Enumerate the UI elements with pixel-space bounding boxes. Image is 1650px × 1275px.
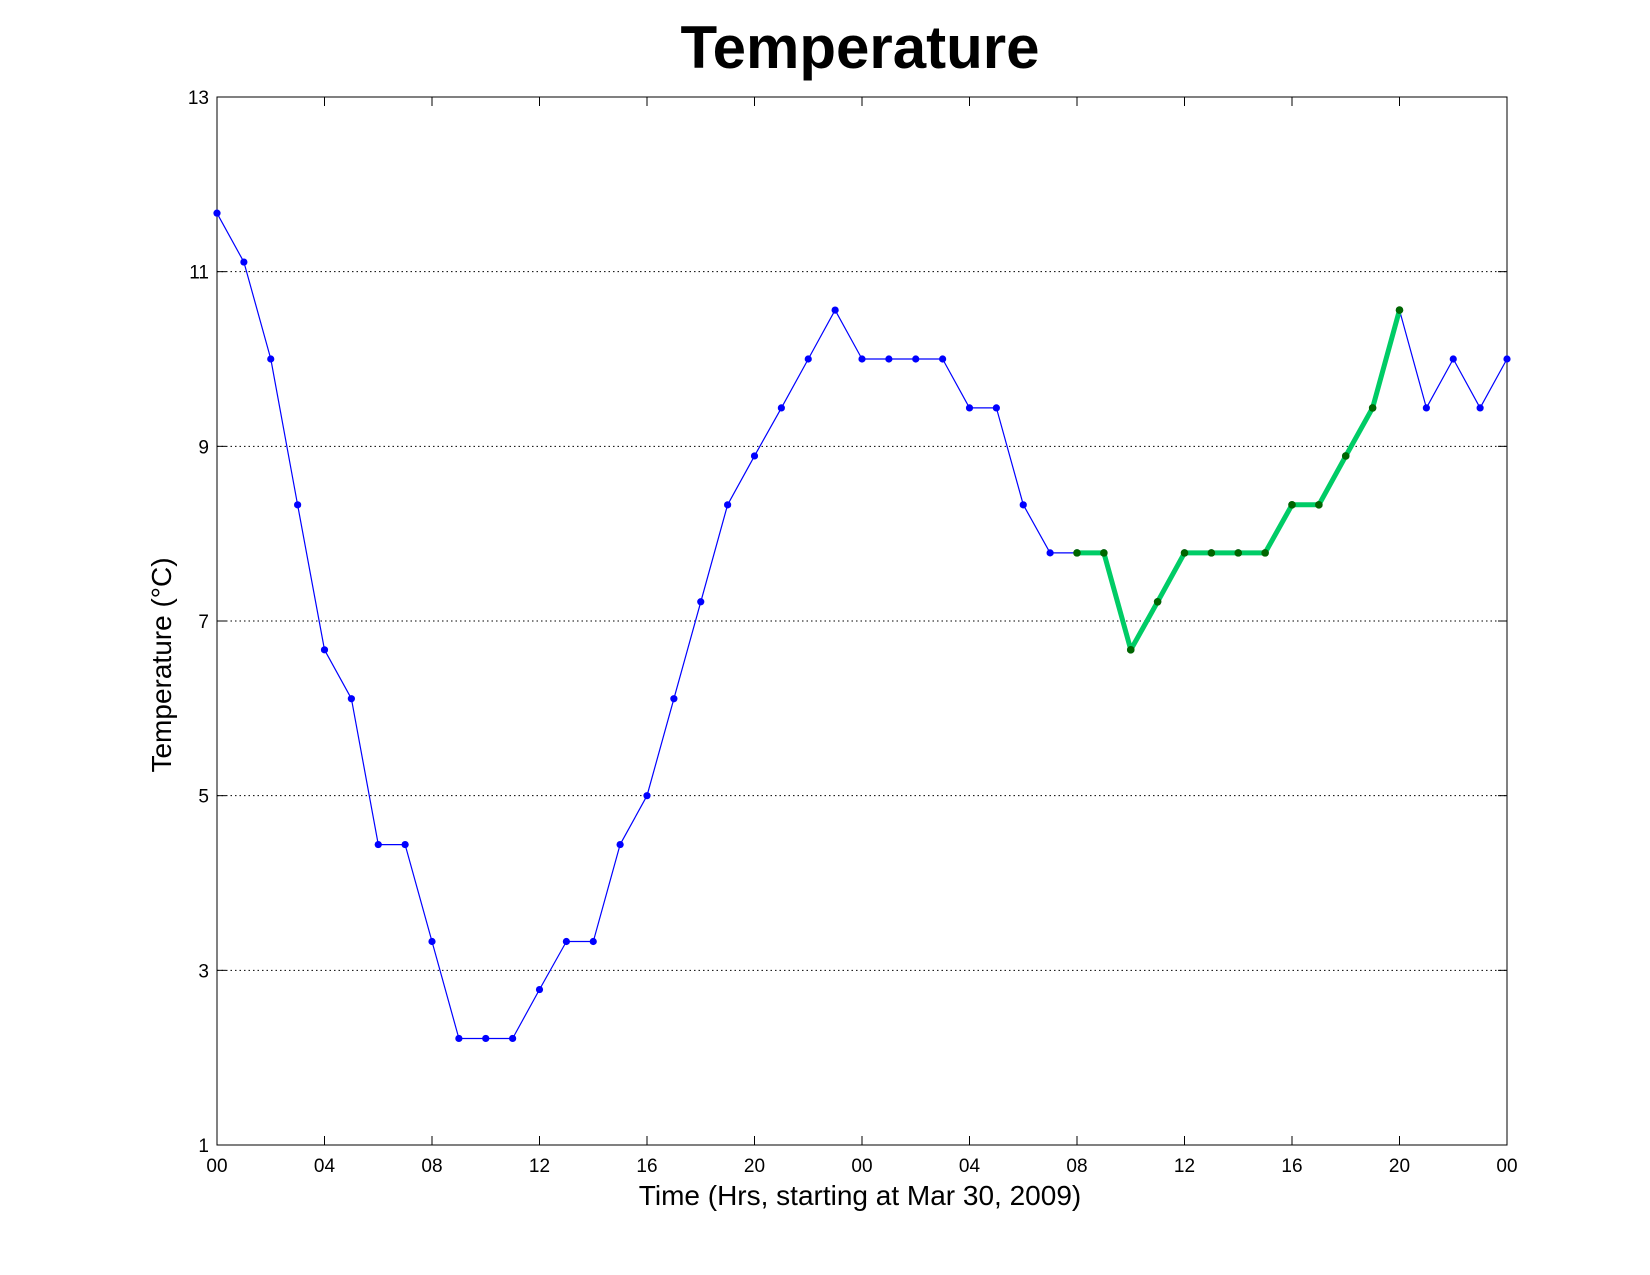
x-tick-label: 00 — [1496, 1156, 1517, 1177]
series-1-point — [643, 792, 651, 800]
y-tick-label: 1 — [198, 1136, 209, 1157]
y-tick-label: 11 — [189, 263, 209, 284]
series-1-point — [858, 355, 866, 363]
x-tick-label: 20 — [744, 1156, 765, 1177]
series-1-point — [374, 840, 382, 849]
data-series — [213, 209, 1511, 1043]
series-1-point — [616, 840, 624, 849]
series-2-point — [1126, 646, 1135, 654]
series-1-point — [697, 598, 705, 606]
series-2-point — [1288, 501, 1296, 509]
x-tick-label: 20 — [1389, 1156, 1410, 1177]
x-tick-label: 00 — [206, 1156, 227, 1177]
x-tick-label: 00 — [851, 1156, 872, 1177]
y-tick-label: 3 — [198, 961, 209, 982]
series-2-point — [1234, 549, 1243, 557]
series-1-point — [965, 404, 974, 412]
series-1-point — [589, 937, 597, 946]
x-tick-label: 16 — [1281, 1156, 1302, 1177]
series-2-point — [1180, 549, 1189, 557]
series-2-point — [1395, 306, 1404, 314]
series-1-point — [213, 209, 221, 217]
series-1-point — [992, 404, 1000, 412]
series-1-point — [347, 695, 355, 703]
series-2-point — [1153, 597, 1162, 606]
series-1-point — [777, 404, 785, 412]
series-2-point — [1341, 452, 1350, 460]
series-2-point — [1315, 501, 1323, 509]
series-1-point — [912, 355, 920, 363]
series-1-point — [939, 355, 947, 363]
series-1-point — [1046, 549, 1054, 557]
y-axis-label: Temperature (°C) — [146, 557, 177, 772]
series-1-point — [401, 840, 409, 849]
x-tick-label: 04 — [314, 1156, 336, 1177]
series-1-point — [320, 646, 329, 654]
series-1-point — [294, 501, 302, 509]
x-axis-label: Time (Hrs, starting at Mar 30, 2009) — [639, 1180, 1081, 1211]
series-2-line — [1074, 307, 1402, 653]
chart-title: Temperature — [680, 14, 1039, 81]
series-1-point — [1449, 355, 1457, 363]
series-1-point — [535, 985, 544, 994]
series-1-point — [724, 501, 732, 509]
series-1-point — [428, 937, 436, 946]
series-1-point — [455, 1034, 463, 1043]
x-tick-label: 12 — [529, 1156, 550, 1177]
series-1-point — [562, 937, 570, 946]
x-tick-label: 16 — [636, 1156, 657, 1177]
x-tick-label: 08 — [1066, 1156, 1087, 1177]
series-2-point — [1100, 549, 1108, 557]
series-1-point — [1422, 404, 1430, 412]
x-tick-label: 08 — [421, 1156, 442, 1177]
y-tick-label: 13 — [188, 88, 209, 109]
series-1-point — [670, 695, 678, 703]
series-2-point — [1207, 549, 1216, 557]
y-tick-label: 7 — [198, 612, 209, 633]
series-1-point — [1019, 501, 1027, 509]
series-1-point — [240, 258, 248, 266]
grid-lines — [217, 271, 1507, 971]
series-1-point — [482, 1034, 490, 1043]
series-2-point — [1368, 404, 1377, 412]
series-1-point — [885, 355, 893, 363]
x-tick-label: 12 — [1174, 1156, 1195, 1177]
series-2-point — [1073, 549, 1081, 557]
series-1-point — [1503, 355, 1511, 363]
series-1-point — [750, 452, 759, 460]
y-tick-label: 9 — [198, 437, 209, 458]
series-2-point — [1261, 549, 1269, 557]
series-1-point — [509, 1034, 517, 1043]
series-1-point — [267, 355, 275, 363]
series-1-point — [831, 306, 839, 314]
y-tick-label: 5 — [198, 787, 209, 808]
series-1-point — [804, 355, 812, 363]
series-1-line — [216, 212, 1508, 1040]
series-1-point — [1476, 404, 1484, 412]
x-tick-label: 04 — [959, 1156, 981, 1177]
